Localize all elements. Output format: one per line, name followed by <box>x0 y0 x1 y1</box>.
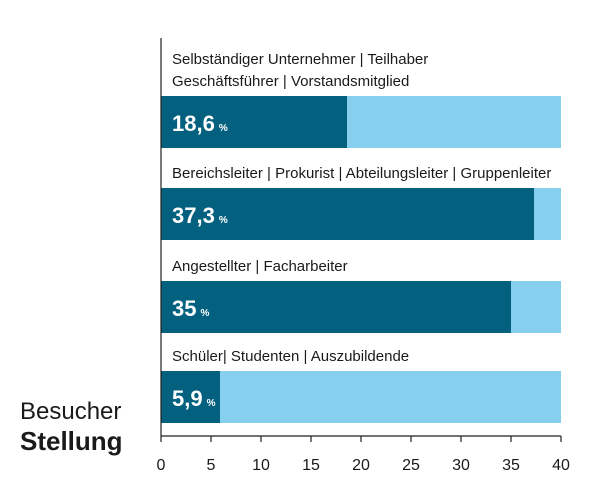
category-label: Selbständiger Unternehmer | Teilhaber <box>172 51 428 68</box>
data-label: 5,9% <box>172 386 216 411</box>
bar-track <box>161 371 561 423</box>
x-tick-label: 10 <box>252 457 270 474</box>
x-tick-label: 40 <box>552 457 570 474</box>
bar <box>161 281 511 333</box>
bar <box>161 96 347 148</box>
x-tick-label: 30 <box>452 457 470 474</box>
chart-subtitle: Stellung <box>20 426 123 456</box>
data-label: 35% <box>172 296 209 321</box>
x-tick-label: 0 <box>157 457 166 474</box>
x-tick-label: 5 <box>207 457 216 474</box>
data-label: 18,6% <box>172 111 228 136</box>
x-tick-label: 20 <box>352 457 370 474</box>
data-label: 37,3% <box>172 203 228 228</box>
bar <box>161 188 534 240</box>
x-tick-label: 35 <box>502 457 520 474</box>
category-label: Angestellter | Facharbeiter <box>172 258 348 275</box>
chart-title: Besucher <box>20 398 122 425</box>
bars-layer: Selbständiger Unternehmer | Teilhaber Ges… <box>161 51 561 423</box>
category-label: Bereichsleiter | Prokurist | Abteilungsl… <box>172 165 551 182</box>
category-label: Geschäftsführer | Vorstandsmitglied <box>172 73 409 90</box>
x-axis-ticks: 0 5 10 15 20 25 30 35 40 <box>157 436 570 474</box>
x-tick-label: 25 <box>402 457 420 474</box>
x-tick-label: 15 <box>302 457 320 474</box>
category-label: Schüler| Studenten | Auszubildende <box>172 348 409 365</box>
bar <box>161 371 220 423</box>
